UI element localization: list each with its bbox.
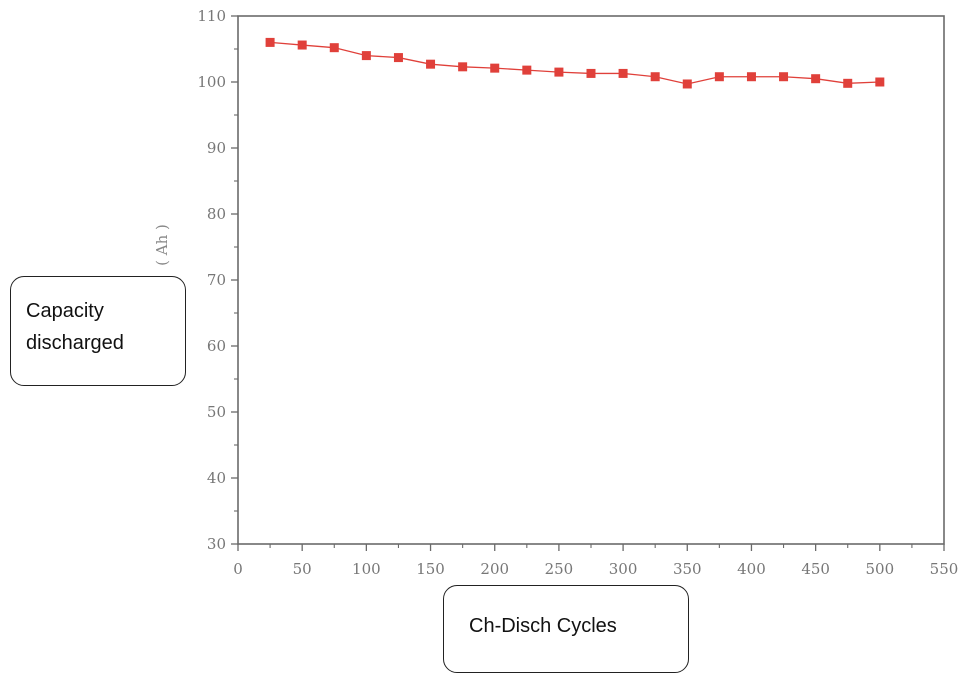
series-line [270,41,880,85]
x-tick-label: 0 [233,560,243,578]
x-tick-label: 500 [865,560,894,578]
data-point [779,72,789,82]
y-axis-label-line-2: discharged [26,332,124,354]
data-point [458,62,468,72]
data-point [522,65,532,75]
y-tick-label: 60 [207,337,226,355]
data-point [329,43,339,53]
x-tick-label: 250 [545,560,574,578]
data-point [875,77,885,87]
y-tick-label: 40 [207,469,226,487]
data-point [490,63,500,73]
x-tick-label: 450 [801,560,830,578]
chart-ticks: 0 50 100 150 200 250 300 350 400 450 500 550 30 40 50 6… [197,7,958,578]
x-tick-label: 150 [416,560,445,578]
y-tick-label: 70 [207,271,226,289]
y-tick-label: 50 [207,403,226,421]
x-tick-label: 400 [737,560,766,578]
data-point [554,67,564,77]
chart-axes [237,15,945,545]
data-point [586,68,596,78]
data-point [426,59,436,69]
x-tick-label: 50 [293,560,312,578]
data-point [650,72,660,82]
y-axis-label-line-1: Capacity [26,300,104,322]
plot-frame [237,15,945,545]
y-tick-label: 30 [207,535,226,553]
x-tick-label: 100 [352,560,381,578]
x-tick-label: 200 [480,560,509,578]
x-axis-label-callout: Ch-Disch Cycles [443,585,689,673]
x-tick-label: 350 [673,560,702,578]
data-point [393,53,403,63]
data-point [811,74,821,84]
data-point [746,72,756,82]
data-point [265,37,275,47]
y-tick-label: 110 [197,7,226,25]
data-point [714,72,724,82]
y-tick-label: 80 [207,205,226,223]
y-tick-label: 90 [207,139,226,157]
chart-series [265,37,885,89]
x-tick-label: 300 [609,560,638,578]
data-point [618,68,628,78]
x-axis-label: Ch-Disch Cycles [469,615,617,637]
data-point [361,51,371,61]
data-point [843,78,853,88]
y-axis-label-callout: Capacity discharged [10,276,186,386]
y-tick-label: 100 [197,73,226,91]
x-tick-label: 550 [930,560,959,578]
data-point [297,40,307,50]
data-point [682,79,692,89]
y-axis-unit-label: ( Ah ) [153,224,171,266]
